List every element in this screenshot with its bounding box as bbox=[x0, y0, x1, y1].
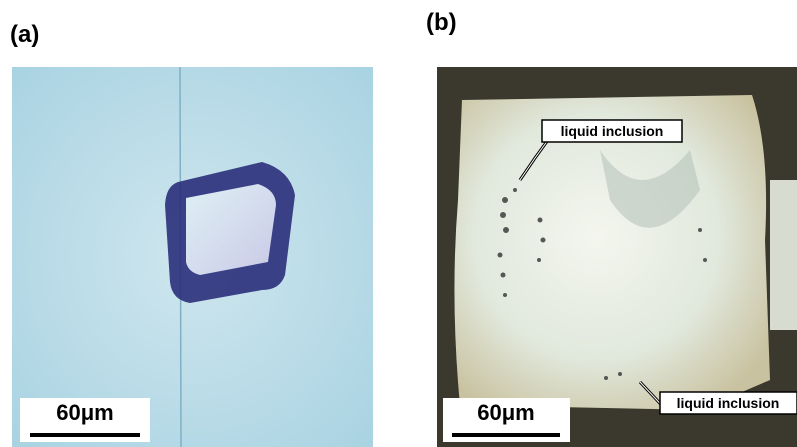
micrograph-a bbox=[12, 67, 373, 447]
scale-label: 60μm bbox=[477, 400, 535, 425]
panel-label: (b) bbox=[426, 9, 457, 36]
panel-label: (a) bbox=[10, 21, 39, 48]
scale-bar: 60μm bbox=[443, 398, 570, 442]
figure: (a) (b) 60μm liquid inclusion bbox=[0, 0, 797, 447]
scale-label: 60μm bbox=[56, 400, 114, 425]
annotation-label: liquid inclusion bbox=[561, 123, 664, 139]
scale-bar: 60μm bbox=[20, 398, 150, 442]
annotation-label: liquid inclusion bbox=[677, 395, 780, 411]
